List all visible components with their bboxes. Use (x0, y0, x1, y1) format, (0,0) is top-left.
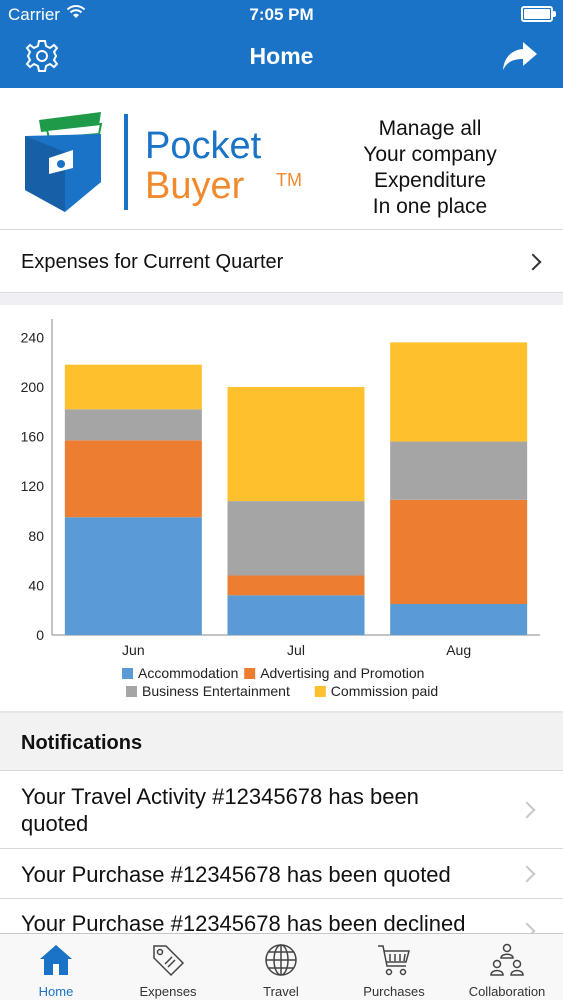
notifications-header: Notifications (0, 713, 563, 771)
legend-swatch (126, 686, 137, 697)
tab-bar: Home Expenses Travel (0, 933, 563, 1000)
notification-item[interactable]: Your Travel Activity #12345678 has been … (0, 772, 563, 849)
tagline-line: Manage all (378, 117, 482, 140)
legend-swatch (314, 686, 326, 697)
notification-item[interactable]: Your Purchase #12345678 has been decline… (0, 899, 563, 933)
tab-label: Expenses (139, 984, 197, 999)
tagline: Manage all Your company Expenditure In o… (330, 116, 530, 220)
notification-text: Your Travel Activity #12345678 has been … (21, 784, 419, 836)
tab-purchases[interactable]: Purchases (338, 934, 450, 1000)
bar-segment (227, 501, 365, 576)
globe-icon (265, 944, 297, 976)
x-tick-label: Aug (446, 642, 471, 658)
legend-label: Commission paid (331, 683, 438, 699)
bar-segment (390, 604, 528, 635)
status-time: 7:05 PM (249, 5, 314, 24)
logo-divider (124, 114, 128, 210)
bar-segment (64, 440, 202, 518)
status-bar: Carrier 7:05 PM (0, 0, 563, 28)
tab-label: Purchases (363, 984, 425, 999)
y-tick-label: 0 (36, 627, 44, 643)
legend-label: Advertising and Promotion (260, 665, 424, 681)
bar-segment (227, 387, 365, 502)
notification-item[interactable]: Your Purchase #12345678 has been quoted (0, 849, 563, 899)
legend-swatch (244, 668, 256, 679)
bar-segment (64, 409, 202, 441)
tab-collaboration[interactable]: Collaboration (451, 934, 563, 1000)
bar-segment (227, 575, 365, 596)
share-icon[interactable] (501, 40, 539, 72)
tagline-line: In one place (372, 195, 488, 218)
logo-text-buyer: Buyer (145, 165, 245, 207)
y-tick-label: 200 (21, 379, 45, 395)
tab-expenses[interactable]: Expenses (112, 934, 224, 1000)
y-tick-label: 160 (21, 429, 45, 445)
legend-swatch (122, 668, 133, 679)
x-tick-label: Jul (287, 642, 305, 658)
legend-label: Business Entertainment (142, 683, 290, 699)
notifications-title: Notifications (21, 732, 143, 754)
chevron-right-icon (518, 922, 536, 933)
expenses-quarter-row[interactable]: Expenses for Current Quarter (0, 231, 563, 293)
bar-segment (390, 342, 528, 442)
brand-banner: Pocket Buyer TM Manage all Your company … (0, 88, 563, 230)
bar-segment (64, 364, 202, 410)
y-tick-label: 120 (21, 478, 45, 494)
tab-label: Home (38, 984, 74, 999)
legend-label: Accommodation (138, 665, 238, 681)
y-tick-label: 40 (28, 577, 44, 593)
section-divider (0, 711, 563, 713)
logo-trademark: TM (276, 170, 302, 190)
tagline-line: Expenditure (373, 169, 487, 192)
home-icon (40, 945, 72, 975)
tagline-line: Your company (363, 143, 497, 166)
section-divider (0, 293, 563, 305)
wifi-icon (66, 5, 86, 18)
x-tick-label: Jun (122, 642, 145, 658)
tab-label: Travel (263, 984, 299, 999)
bar-segment (390, 499, 528, 604)
chevron-right-icon (518, 801, 536, 819)
people-icon (490, 943, 524, 976)
gear-icon[interactable] (24, 38, 60, 74)
carrier-label: Carrier (8, 5, 60, 24)
tab-travel[interactable]: Travel (225, 934, 337, 1000)
expenses-chart: 0 40 80 120 160 200 240 Jun Jul Aug Accommodation A… (0, 305, 563, 711)
app-header: Carrier 7:05 PM Home (0, 0, 563, 88)
page-title: Home (249, 43, 314, 69)
notification-text: Your Purchase #12345678 has been quoted (21, 862, 451, 887)
bar-segment (227, 595, 365, 635)
y-tick-label: 240 (21, 329, 45, 345)
tab-home[interactable]: Home (0, 934, 112, 1000)
expenses-quarter-label: Expenses for Current Quarter (21, 251, 284, 273)
tab-label: Collaboration (468, 984, 546, 999)
chevron-right-icon (524, 253, 542, 271)
price-tag-icon (153, 945, 185, 977)
logo-icon (25, 112, 103, 212)
bar-segment (390, 441, 528, 500)
cart-icon (378, 945, 410, 976)
battery-icon (521, 6, 556, 22)
logo-text-pocket: Pocket (145, 125, 262, 167)
notification-text: Your Purchase #12345678 has been decline… (21, 911, 466, 933)
bar-segment (64, 517, 202, 635)
chevron-right-icon (518, 865, 536, 883)
chart-svg: 0 40 80 120 160 200 240 Jun Jul Aug Accommodation A… (21, 319, 540, 699)
y-tick-label: 80 (28, 528, 44, 544)
